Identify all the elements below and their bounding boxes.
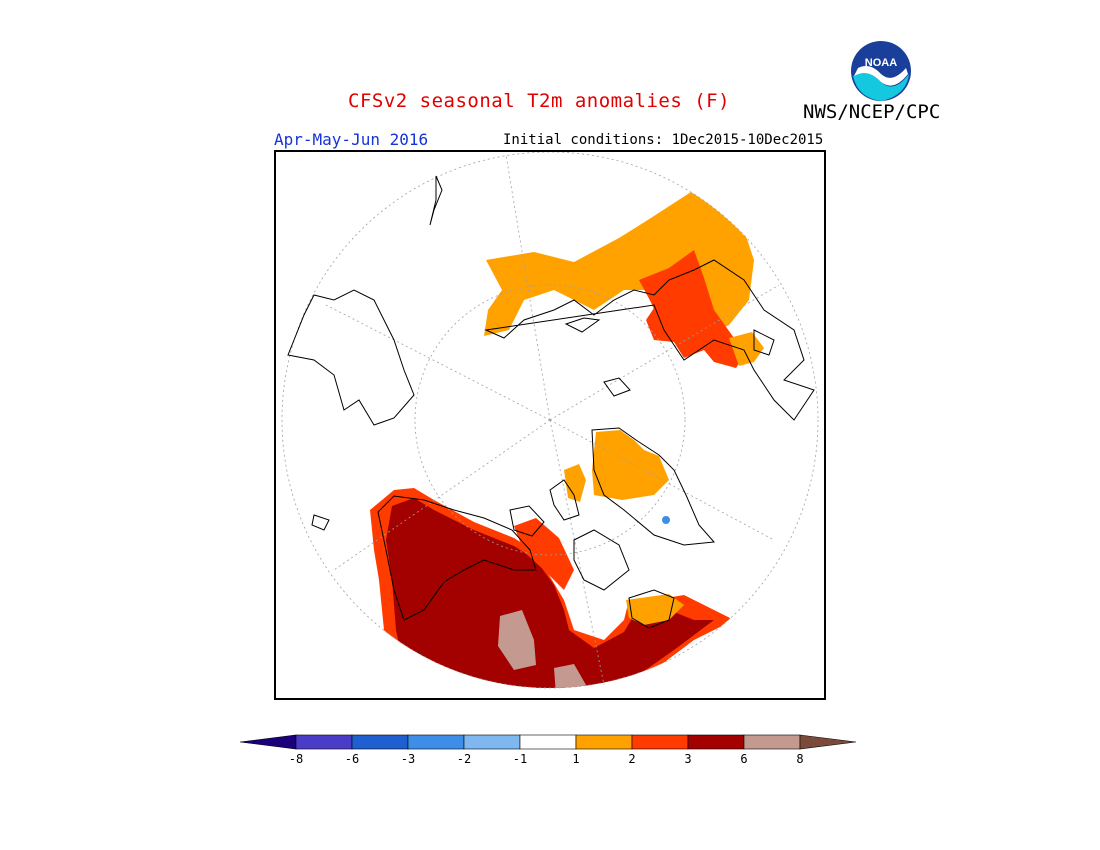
- eurasia-warm-anomaly: [484, 190, 764, 368]
- colorbar-tick-label: 2: [628, 752, 636, 766]
- colorbar-swatch: [463, 734, 521, 750]
- svg-text:NOAA: NOAA: [865, 57, 897, 69]
- colorbar-tick-label: -2: [456, 752, 472, 766]
- colorbar-swatch: [743, 734, 801, 750]
- colorbar-swatch: [687, 734, 745, 750]
- colorbar-tick-label: 3: [684, 752, 692, 766]
- colorbar-swatch: [631, 734, 689, 750]
- colorbar-arrow-low: [239, 734, 297, 750]
- colorbar-tick-label: 6: [740, 752, 748, 766]
- colorbar-swatch: [575, 734, 633, 750]
- colorbar-swatch: [407, 734, 465, 750]
- agency-label: NWS/NCEP/CPC: [803, 101, 941, 123]
- color-bar: [239, 734, 857, 750]
- chart-title: CFSv2 seasonal T2m anomalies (F): [348, 90, 731, 112]
- colorbar-tick-label: 8: [796, 752, 804, 766]
- colorbar-arrow-high: [799, 734, 857, 750]
- colorbar-swatch: [351, 734, 409, 750]
- colorbar-swatch: [519, 734, 577, 750]
- noaa-logo-icon: NOAA: [851, 41, 911, 101]
- colorbar-tick-label: -8: [288, 752, 304, 766]
- initial-conditions-label: Initial conditions: 1Dec2015-10Dec2015: [503, 132, 824, 148]
- polar-map: [274, 150, 826, 700]
- colorbar-tick-label: -1: [512, 752, 528, 766]
- coastlines: [287, 175, 815, 629]
- season-label: Apr-May-Jun 2016: [274, 130, 429, 149]
- colorbar-tick-label: -6: [344, 752, 360, 766]
- graticule: [281, 151, 819, 689]
- north-america-warm-anomaly: [370, 488, 734, 688]
- colorbar-tick-label: 1: [572, 752, 580, 766]
- map-frame: [274, 150, 826, 700]
- colorbar-tick-label: -3: [400, 752, 416, 766]
- greenland-warm-anomaly: [564, 430, 670, 524]
- colorbar-swatch: [295, 734, 353, 750]
